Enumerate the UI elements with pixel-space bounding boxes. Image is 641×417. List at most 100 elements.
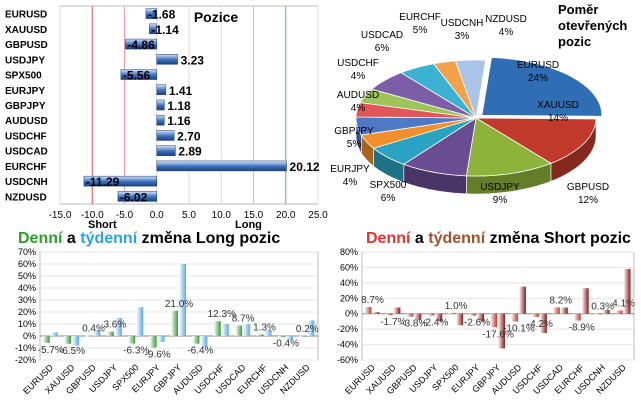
change-bar bbox=[448, 312, 456, 314]
short-annotation: Short bbox=[88, 219, 117, 230]
value-label: -6.02 bbox=[120, 190, 148, 204]
data-label: -5.7% bbox=[38, 345, 64, 356]
data-label: 0.2% bbox=[296, 324, 319, 335]
data-label: 4.1% bbox=[612, 299, 635, 310]
category-label: GBPJPY bbox=[5, 101, 46, 112]
value-label: 20.12 bbox=[290, 160, 320, 174]
pie-slice-label: AUDUSD bbox=[337, 90, 379, 101]
ratio-pie-chart: EURUSD 24% XAUUSD 14% GBPUSD 12% USDJPY 9% SPX50… bbox=[330, 2, 627, 206]
pie-slice-label: USDJPY bbox=[480, 182, 520, 193]
change-bar bbox=[192, 336, 200, 344]
value-label: -4.86 bbox=[127, 38, 155, 52]
change-bar bbox=[307, 320, 315, 336]
data-label: -2.4% bbox=[422, 318, 448, 329]
change-bar bbox=[85, 335, 93, 337]
change-bar bbox=[157, 336, 165, 342]
position-bar bbox=[156, 114, 165, 126]
pie-slice-percent: 14% bbox=[548, 113, 568, 124]
pie-slice-percent: 9% bbox=[493, 195, 508, 206]
category-label: SPX500 bbox=[5, 71, 42, 82]
data-label: 1.3% bbox=[253, 322, 276, 333]
pie-slice-label: GBPJPY bbox=[334, 126, 374, 137]
short-chart-title: Denní a týdenní změna Short pozic bbox=[366, 230, 631, 248]
position-bar bbox=[83, 175, 157, 187]
change-bar bbox=[552, 307, 560, 314]
pie-slice-percent: 3% bbox=[455, 31, 470, 42]
category-label: USDJPY bbox=[5, 55, 45, 66]
pie-slice-label: EURUSD bbox=[517, 60, 559, 71]
y-tick-label: -60% bbox=[337, 355, 358, 365]
short-change-chart: 80%60%40%20%0%-20%-40%-60%8.7%EURUSD-1.7… bbox=[337, 247, 635, 397]
y-tick-label: 50% bbox=[18, 271, 36, 281]
change-bar bbox=[477, 313, 485, 322]
pie-slice-percent: 4% bbox=[499, 27, 514, 38]
change-bar bbox=[72, 336, 80, 346]
y-tick-label: 20% bbox=[340, 293, 358, 303]
pie-slice bbox=[371, 72, 477, 119]
category-label: AUDUSD bbox=[5, 116, 48, 127]
title-weekly-word: týdenní bbox=[428, 230, 486, 247]
data-label: -0.4% bbox=[273, 338, 299, 349]
data-label: -1.7% bbox=[380, 317, 406, 328]
pie-slice-percent: 24% bbox=[528, 73, 548, 84]
pie-slice bbox=[481, 57, 603, 117]
value-label: -1.14 bbox=[151, 23, 179, 37]
data-label: 0.4% bbox=[82, 324, 105, 335]
y-tick-label: 10% bbox=[18, 319, 36, 329]
position-bar bbox=[156, 99, 165, 111]
data-label: -8.9% bbox=[569, 323, 595, 334]
change-bar bbox=[256, 334, 264, 336]
x-tick-label: 5.0 bbox=[182, 210, 196, 221]
change-bar bbox=[364, 307, 372, 314]
x-tick-label: 20.0 bbox=[276, 210, 296, 221]
data-label: 3.6% bbox=[103, 320, 126, 331]
x-tick-label: 0.0 bbox=[150, 210, 164, 221]
change-bar bbox=[385, 313, 393, 316]
category-label: EURCHF bbox=[5, 162, 47, 173]
y-tick-label: 60% bbox=[18, 259, 36, 269]
x-tick-label: 15.0 bbox=[244, 210, 264, 221]
pie-slice bbox=[432, 60, 477, 119]
positions-title: Pozice bbox=[194, 9, 239, 25]
pie-slice-label: EURCHF bbox=[399, 12, 441, 23]
change-bar bbox=[93, 330, 101, 336]
data-label: 8.7% bbox=[232, 314, 255, 325]
value-label: -1.68 bbox=[148, 8, 176, 22]
change-bar bbox=[213, 321, 221, 336]
pie-slice bbox=[400, 63, 477, 119]
pie-slice-percent: 5% bbox=[347, 139, 362, 150]
title-connector: a bbox=[62, 230, 81, 247]
pie-slice-percent: 6% bbox=[375, 43, 390, 54]
change-bar bbox=[299, 335, 307, 337]
data-label: -6.3% bbox=[123, 346, 149, 357]
pie-slice-percent: 4% bbox=[343, 177, 358, 188]
change-bar bbox=[64, 336, 72, 344]
y-tick-label: -10% bbox=[15, 343, 36, 353]
category-label: GBPUSD bbox=[5, 40, 48, 51]
change-bar bbox=[372, 312, 380, 314]
change-bar bbox=[50, 332, 58, 336]
pie-slice-label: SPX500 bbox=[370, 180, 407, 191]
change-bar bbox=[285, 336, 293, 340]
data-label: 12.3% bbox=[208, 309, 236, 320]
data-label: -2.6% bbox=[464, 318, 490, 329]
change-bar bbox=[136, 307, 144, 336]
y-tick-label: 40% bbox=[18, 283, 36, 293]
position-bar bbox=[156, 84, 167, 96]
change-bar bbox=[171, 310, 178, 336]
category-label: EURJPY bbox=[5, 86, 45, 97]
pie-slice-label: NZDUSD bbox=[485, 14, 527, 25]
change-bar bbox=[539, 313, 547, 333]
y-tick-label: 60% bbox=[340, 262, 358, 272]
x-tick-label: 25.0 bbox=[308, 210, 328, 221]
change-bar bbox=[243, 324, 251, 336]
category-label: USDCAD bbox=[5, 147, 48, 158]
pie-slice-percent: 5% bbox=[413, 25, 428, 36]
title-rest: změna Short pozic bbox=[485, 230, 631, 247]
data-label: -6.4% bbox=[187, 346, 213, 357]
data-label: -17.6% bbox=[482, 329, 514, 340]
ratio-chart-panel: EURUSD 24% XAUUSD 14% GBPUSD 12% USDJPY 9% SPX50… bbox=[330, 0, 641, 230]
change-bar bbox=[510, 313, 518, 322]
category-label: USDCNH bbox=[5, 177, 48, 188]
x-tick-label: -10.0 bbox=[81, 210, 104, 221]
